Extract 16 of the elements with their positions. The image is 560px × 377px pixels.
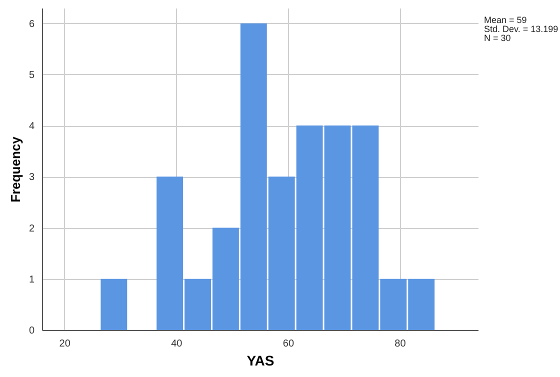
y-axis-title: Frequency [8,136,23,202]
y-tick-label: 4 [28,121,35,132]
y-tick-label: 2 [28,223,35,234]
text: Std. Dev. = 13.199 [484,24,558,34]
y-tick-label: 0 [28,326,35,336]
y-tick-label: 5 [28,70,35,81]
text: Mean = 59 [484,15,527,25]
y-tick-label: 6 [28,18,35,30]
x-axis-title: YAS [246,352,274,368]
x-tick-label: 80 [394,338,406,350]
x-tick-label: 20 [59,338,71,350]
y-tick-label: 3 [28,172,35,184]
y-tick-label: 1 [28,274,35,286]
text: N = 30 [484,33,511,43]
x-tick-label: 60 [282,338,294,350]
x-tick-label: 40 [171,338,183,350]
